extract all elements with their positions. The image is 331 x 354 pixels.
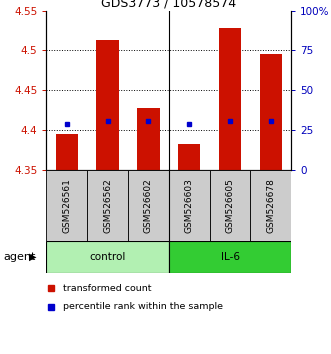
Text: IL-6: IL-6 xyxy=(220,252,240,262)
Bar xyxy=(169,241,291,273)
Text: GSM526603: GSM526603 xyxy=(185,178,194,233)
Text: control: control xyxy=(89,252,126,262)
Bar xyxy=(46,170,87,241)
Text: GSM526562: GSM526562 xyxy=(103,178,112,233)
Text: percentile rank within the sample: percentile rank within the sample xyxy=(64,302,223,311)
Bar xyxy=(251,170,291,241)
Bar xyxy=(178,144,201,170)
Bar xyxy=(128,170,169,241)
Bar xyxy=(260,55,282,170)
Text: GSM526602: GSM526602 xyxy=(144,178,153,233)
Title: GDS3773 / 10578574: GDS3773 / 10578574 xyxy=(101,0,236,10)
Text: GSM526561: GSM526561 xyxy=(62,178,71,233)
Text: transformed count: transformed count xyxy=(64,284,152,292)
Bar xyxy=(169,170,210,241)
Text: GSM526678: GSM526678 xyxy=(266,178,275,233)
Bar xyxy=(96,40,119,170)
Bar xyxy=(56,134,78,170)
Bar xyxy=(87,170,128,241)
Text: ▶: ▶ xyxy=(29,252,37,262)
Text: agent: agent xyxy=(3,252,36,262)
Text: GSM526605: GSM526605 xyxy=(225,178,235,233)
Bar xyxy=(210,170,251,241)
Bar xyxy=(219,28,241,170)
Bar xyxy=(137,108,160,170)
Bar xyxy=(46,241,169,273)
